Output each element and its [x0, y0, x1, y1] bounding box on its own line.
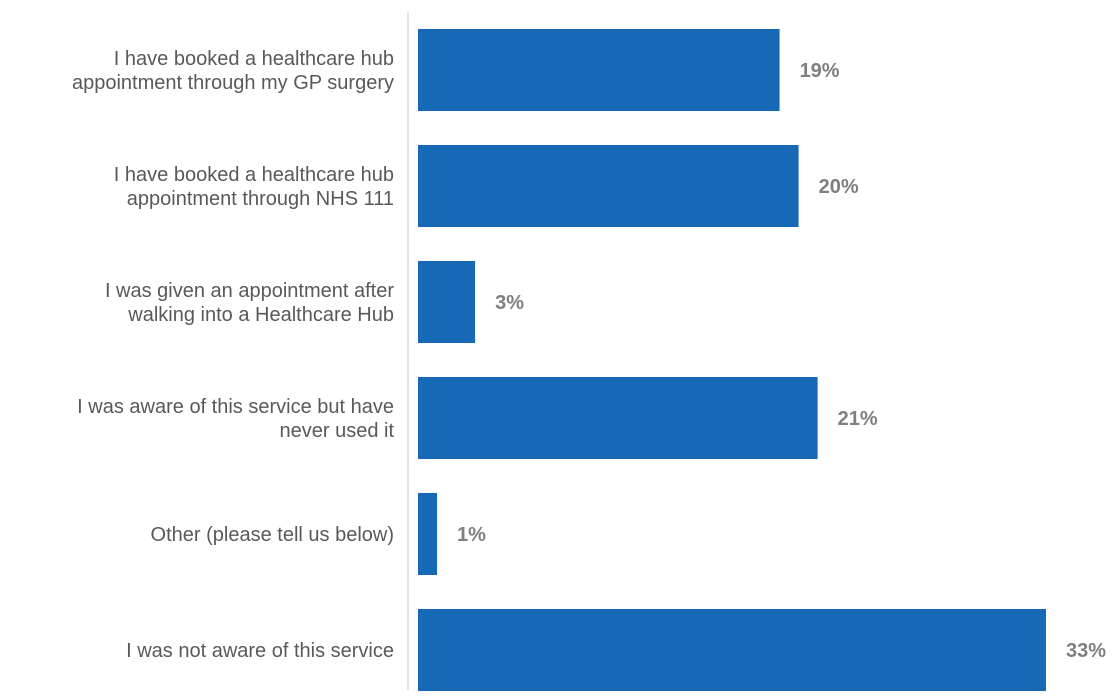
- category-label-1-line-0: I have booked a healthcare hub: [114, 164, 394, 186]
- value-label-1: 20%: [819, 176, 859, 198]
- value-label-0: 19%: [800, 60, 840, 82]
- category-label-4-line-0: Other (please tell us below): [151, 524, 394, 546]
- category-labels-group: I have booked a healthcare hubappointmen…: [72, 48, 394, 662]
- value-label-3: 21%: [838, 408, 878, 430]
- value-labels-group: 19% 20% 3% 21% 1% 33%: [457, 60, 1106, 662]
- bar-0: [418, 29, 780, 111]
- category-label-2-line-1: walking into a Healthcare Hub: [127, 304, 394, 326]
- category-label-0-line-0: I have booked a healthcare hub: [114, 48, 394, 70]
- value-label-5: 33%: [1066, 640, 1106, 662]
- value-label-2: 3%: [495, 292, 524, 314]
- category-label-5-line-0: I was not aware of this service: [126, 640, 394, 662]
- category-label-0-line-1: appointment through my GP surgery: [72, 72, 394, 94]
- value-label-4: 1%: [457, 524, 486, 546]
- bar-5: [418, 609, 1046, 691]
- bar-3: [418, 377, 818, 459]
- category-label-3-line-1: never used it: [279, 420, 394, 442]
- bar-4: [418, 493, 438, 575]
- bars-group: [418, 29, 1046, 691]
- bar-1: [418, 145, 799, 227]
- category-label-1-line-1: appointment through NHS 111: [127, 188, 394, 210]
- bar-2: [418, 261, 476, 343]
- category-label-2-line-0: I was given an appointment after: [105, 280, 394, 302]
- category-label-3-line-0: I was aware of this service but have: [77, 396, 394, 418]
